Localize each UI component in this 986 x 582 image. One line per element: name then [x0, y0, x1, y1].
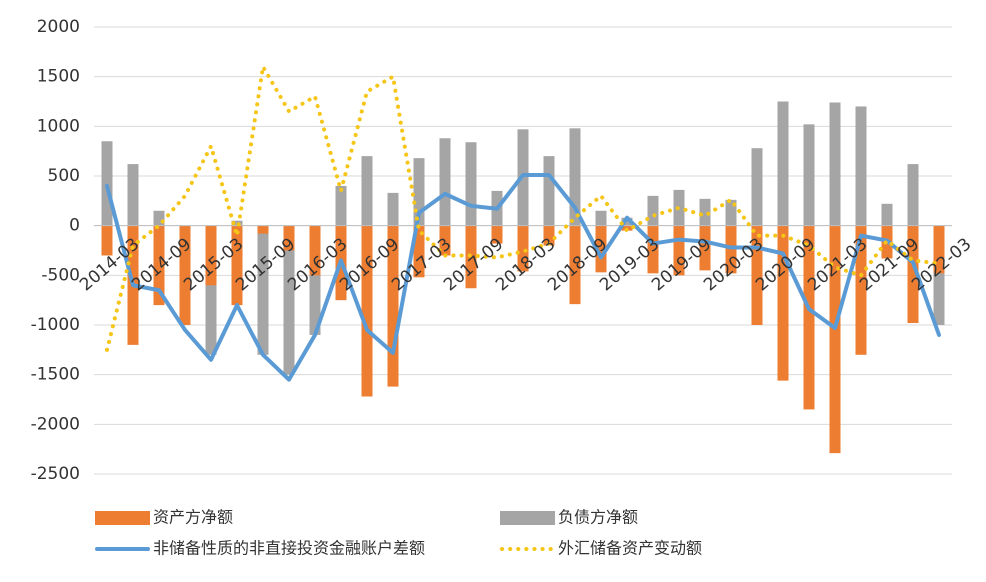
bar — [699, 225, 711, 271]
bar — [673, 225, 685, 276]
bar — [309, 225, 321, 276]
bar — [439, 225, 451, 256]
y-tick-label: -500 — [41, 265, 80, 285]
bar — [413, 158, 425, 226]
y-tick-label: -2000 — [31, 414, 80, 434]
bar — [751, 225, 763, 325]
y-tick-label: 0 — [69, 216, 80, 236]
bar — [933, 225, 945, 274]
bar — [283, 225, 295, 251]
bar — [829, 225, 841, 454]
bar — [101, 225, 113, 256]
bar — [465, 142, 477, 226]
bar — [361, 156, 373, 226]
bar — [387, 225, 399, 387]
y-tick-label: 1500 — [37, 67, 80, 87]
bar — [855, 106, 867, 226]
bar — [335, 185, 347, 226]
bar — [179, 225, 191, 325]
bar — [413, 225, 425, 278]
bar — [439, 138, 451, 226]
bar — [725, 199, 737, 226]
bar — [257, 225, 269, 234]
bar — [543, 156, 555, 226]
bar — [283, 225, 295, 375]
bar — [231, 220, 243, 226]
bar — [517, 225, 529, 272]
bar — [803, 124, 815, 226]
legend-swatch — [500, 511, 555, 525]
bar — [543, 225, 555, 246]
y-tick-label: 2000 — [37, 17, 80, 37]
bar — [309, 225, 321, 335]
bar — [153, 210, 165, 226]
bar — [569, 225, 581, 305]
bar — [205, 225, 217, 286]
bar — [933, 225, 945, 325]
bar — [387, 192, 399, 226]
bar — [829, 102, 841, 226]
bar — [751, 148, 763, 226]
bar — [647, 225, 659, 274]
bar — [907, 164, 919, 226]
bar — [803, 225, 815, 410]
bar — [907, 225, 919, 324]
bar — [855, 225, 867, 355]
bar — [361, 225, 373, 397]
y-tick-label: 1000 — [37, 116, 80, 136]
legend-label: 外汇储备资产变动额 — [558, 539, 702, 558]
bar — [777, 101, 789, 226]
bar — [101, 141, 113, 226]
bar — [777, 225, 789, 381]
bar — [881, 203, 893, 226]
bar — [647, 195, 659, 226]
bar — [205, 225, 217, 355]
bar — [699, 198, 711, 226]
bar — [595, 210, 607, 226]
legend-label: 负债方净额 — [558, 508, 638, 527]
y-tick-label: -1500 — [31, 365, 80, 385]
bar — [231, 225, 243, 306]
bar — [127, 164, 139, 226]
legend-swatch — [95, 511, 150, 525]
bar — [569, 128, 581, 226]
y-tick-label: -1000 — [31, 315, 80, 335]
bar — [153, 225, 165, 306]
legend-label: 资产方净额 — [153, 508, 233, 527]
line — [105, 173, 941, 382]
bar — [257, 225, 269, 355]
bar — [595, 225, 607, 273]
legend-label: 非储备性质的非直接投资金融账户差额 — [153, 539, 425, 558]
bar — [621, 217, 633, 226]
y-tick-label: -2500 — [31, 464, 80, 484]
bar — [491, 225, 503, 244]
y-tick-label: 500 — [48, 166, 80, 186]
dotted-line — [105, 64, 941, 352]
